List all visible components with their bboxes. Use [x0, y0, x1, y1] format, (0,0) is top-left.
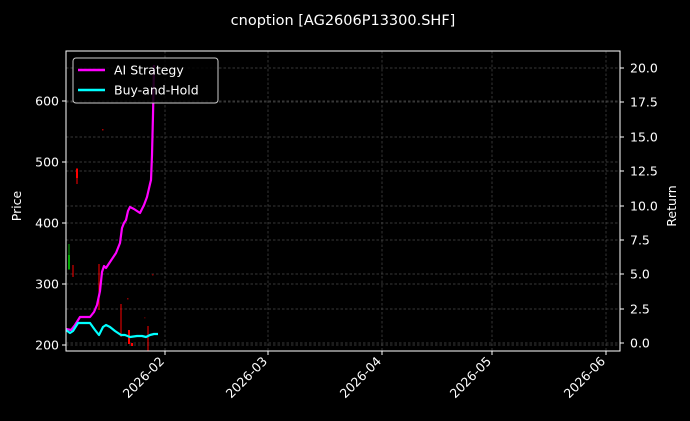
right-tick-0: 0.0 — [630, 336, 650, 351]
left-tick-300: 300 — [35, 277, 59, 292]
left-tick-200: 200 — [35, 338, 59, 353]
right-tick-10: 10.0 — [630, 199, 658, 214]
legend-label-ai-strategy: AI Strategy — [114, 63, 184, 78]
x-tick-2026-04: 2026-04 — [337, 353, 385, 401]
buy-and-hold-line — [65, 321, 158, 339]
legend-label-buy-and-hold: Buy-and-Hold — [114, 83, 199, 98]
x-axis — [164, 351, 607, 355]
right-tick-5: 5.0 — [630, 267, 650, 282]
chart-title: cnoption [AG2606P13300.SHF] — [231, 13, 456, 29]
right-y-axis — [620, 67, 624, 344]
right-tick-7-5: 7.5 — [630, 233, 650, 248]
x-tick-2026-05: 2026-05 — [447, 354, 495, 402]
left-y-axis — [62, 100, 66, 346]
left-tick-400: 400 — [35, 216, 59, 231]
x-tick-2026-06: 2026-06 — [561, 353, 609, 401]
right-tick-2-5: 2.5 — [630, 302, 650, 317]
right-axis-label: Return — [664, 185, 679, 226]
right-tick-20: 20.0 — [630, 61, 658, 76]
right-tick-15: 15.0 — [630, 130, 658, 145]
plot-frame — [65, 50, 621, 352]
x-tick-2026-02: 2026-02 — [120, 354, 168, 402]
ai-strategy-line — [65, 64, 156, 332]
right-tick-12-5: 12.5 — [630, 164, 658, 179]
left-tick-600: 600 — [35, 94, 59, 109]
x-tick-2026-03: 2026-03 — [223, 354, 271, 402]
legend: AI Strategy Buy-and-Hold — [72, 57, 219, 104]
left-tick-500: 500 — [35, 155, 59, 170]
left-axis-label: Price — [9, 190, 24, 221]
right-tick-17-5: 17.5 — [630, 95, 658, 110]
